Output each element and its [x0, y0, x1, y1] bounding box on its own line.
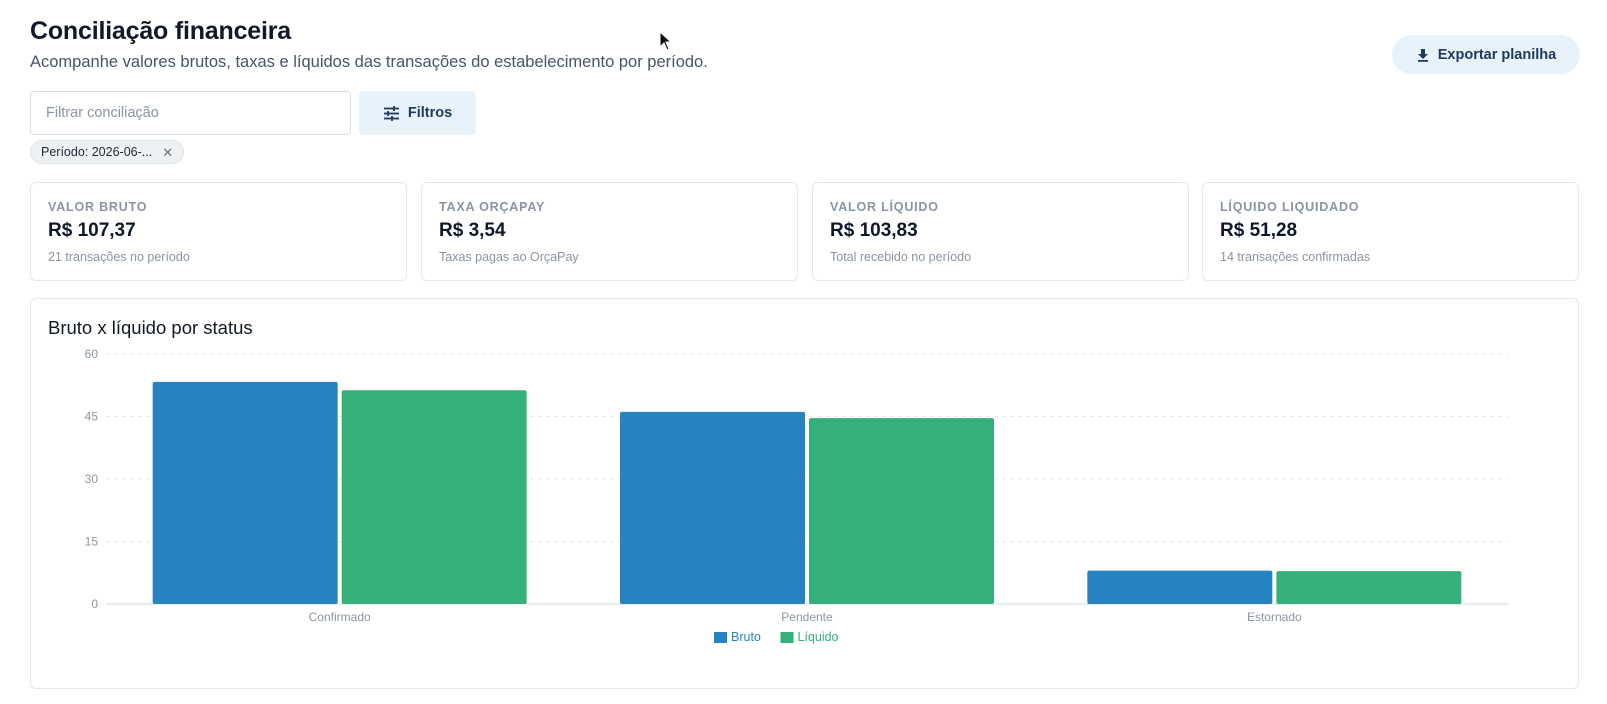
card-label: VALOR BRUTO [48, 200, 148, 214]
legend-swatch [780, 632, 794, 643]
y-tick-label: 30 [85, 472, 99, 486]
legend-swatch [714, 632, 727, 643]
card-label: VALOR LÍQUIDO [830, 200, 939, 214]
filters-button-label: Filtros [407, 105, 453, 121]
y-tick-label: 15 [85, 535, 99, 549]
chart-title: Bruto x líquido por status [48, 317, 253, 338]
summary-card-gross: VALOR BRUTO R$ 107,37 21 transações no p… [30, 182, 407, 281]
bar-bruto-estornado [1087, 570, 1273, 604]
y-tick-label: 60 [85, 347, 99, 361]
export-button-label: Exportar planilha [1437, 46, 1557, 63]
card-note: 14 transações confirmadas [1220, 250, 1371, 264]
download-icon [1417, 48, 1428, 62]
page-subtitle: Acompanhe valores brutos, taxas e líquid… [30, 53, 708, 71]
legend-label: Bruto [731, 630, 761, 644]
summary-card-fee: TAXA ORÇAPAY R$ 3,54 Taxas pagas ao Orça… [421, 182, 798, 281]
card-note: Taxas pagas ao OrçaPay [439, 250, 579, 264]
chip-label: Período: 2026-06-... [41, 145, 153, 159]
filter-input[interactable] [30, 91, 351, 135]
legend-label: Líquido [798, 630, 839, 644]
bar-bruto-confirmado [152, 381, 338, 604]
card-note: 21 transações no período [48, 250, 190, 264]
mouse-cursor-icon [659, 31, 673, 51]
bar-chart: 0 15 30 45 60 Confirmado Pendente Estornado Brut… [85, 347, 1508, 644]
card-value: R$ 107,37 [48, 220, 136, 241]
close-icon[interactable]: ✕ [162, 144, 174, 160]
bar-líquido-estornado [1276, 571, 1462, 604]
card-value: R$ 103,83 [830, 220, 918, 241]
card-label: LÍQUIDO LIQUIDADO [1220, 200, 1360, 214]
card-value: R$ 51,28 [1220, 220, 1298, 241]
filters-button[interactable]: Filtros [359, 91, 476, 135]
export-button[interactable]: Exportar planilha [1392, 35, 1580, 74]
summary-card-settled: LÍQUIDO LIQUIDADO R$ 51,28 14 transações… [1202, 182, 1579, 281]
y-tick-label: 45 [85, 410, 99, 424]
x-tick-label: Estornado [1247, 610, 1302, 624]
y-tick-label: 0 [91, 597, 98, 611]
sliders-icon [383, 105, 399, 121]
card-label: TAXA ORÇAPAY [439, 200, 546, 214]
x-tick-label: Pendente [781, 610, 833, 624]
card-value: R$ 3,54 [439, 220, 506, 241]
bar-líquido-pendente [809, 418, 994, 604]
x-tick-label: Confirmado [309, 610, 371, 624]
chart-card: Bruto x líquido por status 0 15 30 45 60 Conf… [30, 298, 1579, 689]
bar-bruto-pendente [620, 411, 805, 604]
bar-líquido-confirmado [341, 390, 527, 604]
card-note: Total recebido no período [830, 250, 972, 264]
page-title: Conciliação financeira [30, 17, 291, 45]
period-filter-chip: Período: 2026-06-... ✕ [30, 140, 185, 164]
summary-card-net: VALOR LÍQUIDO R$ 103,83 Total recebido n… [812, 182, 1189, 281]
